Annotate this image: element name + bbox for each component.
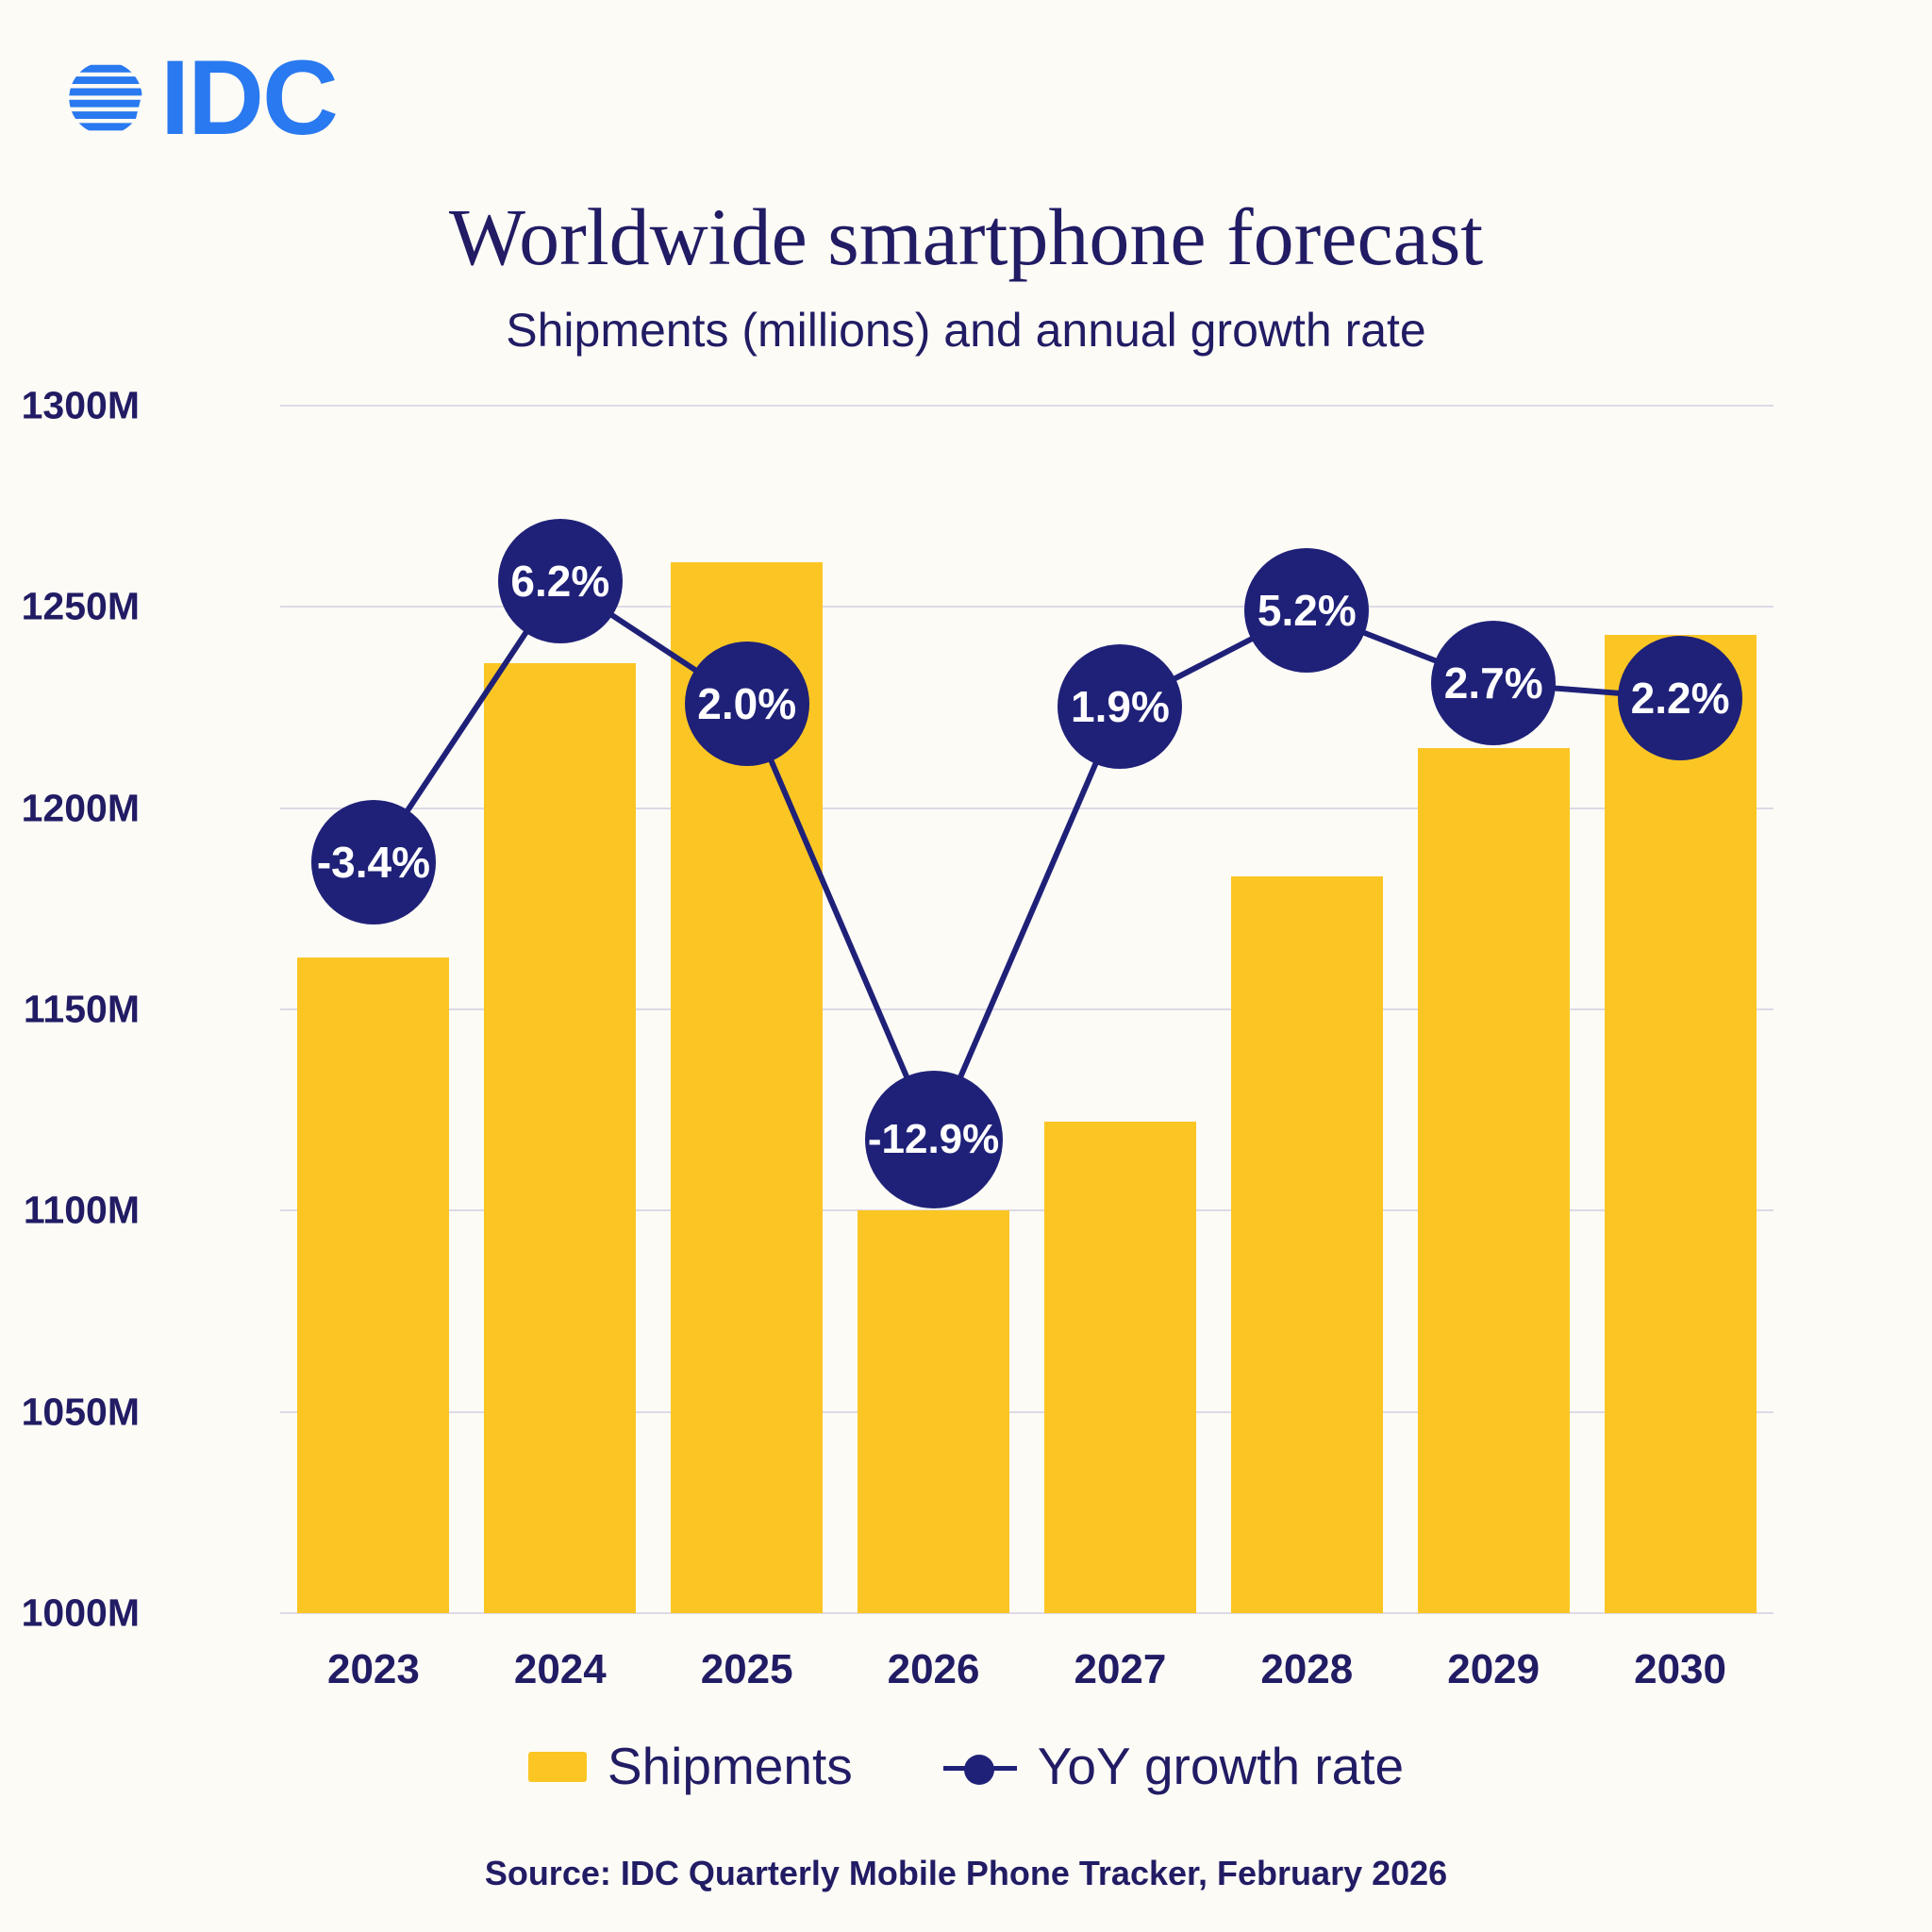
gridline <box>280 1410 1774 1413</box>
y-axis-tick-label: 1250M <box>21 584 140 628</box>
idc-globe-icon <box>69 64 142 131</box>
x-axis-tick-2028: 2028 <box>1260 1646 1354 1692</box>
x-axis-tick-2027: 2027 <box>1074 1646 1167 1692</box>
y-axis-tick-label: 1150M <box>23 987 140 1031</box>
x-axis-tick-2025: 2025 <box>700 1646 793 1692</box>
line-dot-icon <box>942 1748 1017 1786</box>
bar-2030[interactable] <box>1604 635 1757 1613</box>
x-axis-tick-2030: 2030 <box>1634 1646 1727 1692</box>
x-axis-tick-2029: 2029 <box>1447 1646 1541 1692</box>
x-axis-tick-2023: 2023 <box>326 1646 420 1692</box>
growth-bubble-2027[interactable]: 1.9% <box>1058 644 1183 770</box>
gridline <box>280 1008 1774 1010</box>
bar-2025[interactable] <box>671 562 824 1613</box>
growth-bubble-2026[interactable]: -12.9% <box>864 1070 1003 1208</box>
bar-2028[interactable] <box>1230 876 1383 1613</box>
bar-2024[interactable] <box>484 663 637 1613</box>
gridline <box>280 405 1774 407</box>
bar-swatch-icon <box>527 1751 587 1782</box>
gridline <box>280 606 1774 608</box>
source-note: Source: IDC Quarterly Mobile Phone Track… <box>484 1854 1448 1892</box>
growth-bubble-2024[interactable]: 6.2% <box>497 518 623 643</box>
x-axis-tick-2026: 2026 <box>887 1646 980 1692</box>
growth-bubble-2030[interactable]: 2.2% <box>1618 635 1743 760</box>
y-axis-tick-label: 1300M <box>21 383 140 427</box>
y-axis-tick-label: 1100M <box>23 1188 140 1232</box>
bar-2029[interactable] <box>1417 747 1570 1613</box>
growth-bubble-2029[interactable]: 2.7% <box>1431 621 1557 746</box>
legend-item-growth-rate[interactable]: YoY growth rate <box>942 1737 1405 1795</box>
growth-bubble-2028[interactable]: 5.2% <box>1244 547 1370 673</box>
y-axis-tick-label: 1200M <box>21 786 140 830</box>
legend-label-growth-rate: YoY growth rate <box>1037 1737 1405 1795</box>
bar-2027[interactable] <box>1043 1122 1196 1613</box>
y-axis-tick-label: 1050M <box>21 1390 140 1434</box>
x-axis-tick-2024: 2024 <box>513 1646 607 1692</box>
gridline <box>280 1612 1774 1614</box>
gridline <box>280 1209 1774 1212</box>
y-axis-tick-label: 1000M <box>21 1591 140 1635</box>
growth-bubble-2025[interactable]: 2.0% <box>684 641 809 767</box>
idc-wordmark: IDC <box>160 39 339 157</box>
legend-label-shipments: Shipments <box>607 1737 853 1795</box>
page-title: Worldwide smartphone forecast <box>448 192 1484 282</box>
page-subtitle: Shipments (millions) and annual growth r… <box>506 304 1426 357</box>
idc-logo: IDC <box>64 39 339 157</box>
growth-bubble-2023[interactable]: -3.4% <box>310 799 436 924</box>
bar-2026[interactable] <box>858 1210 1010 1613</box>
gridline <box>280 807 1774 809</box>
chart-legend: Shipments YoY growth rate <box>0 1740 1932 1792</box>
legend-item-shipments[interactable]: Shipments <box>527 1737 853 1795</box>
bar-2023[interactable] <box>297 957 450 1613</box>
